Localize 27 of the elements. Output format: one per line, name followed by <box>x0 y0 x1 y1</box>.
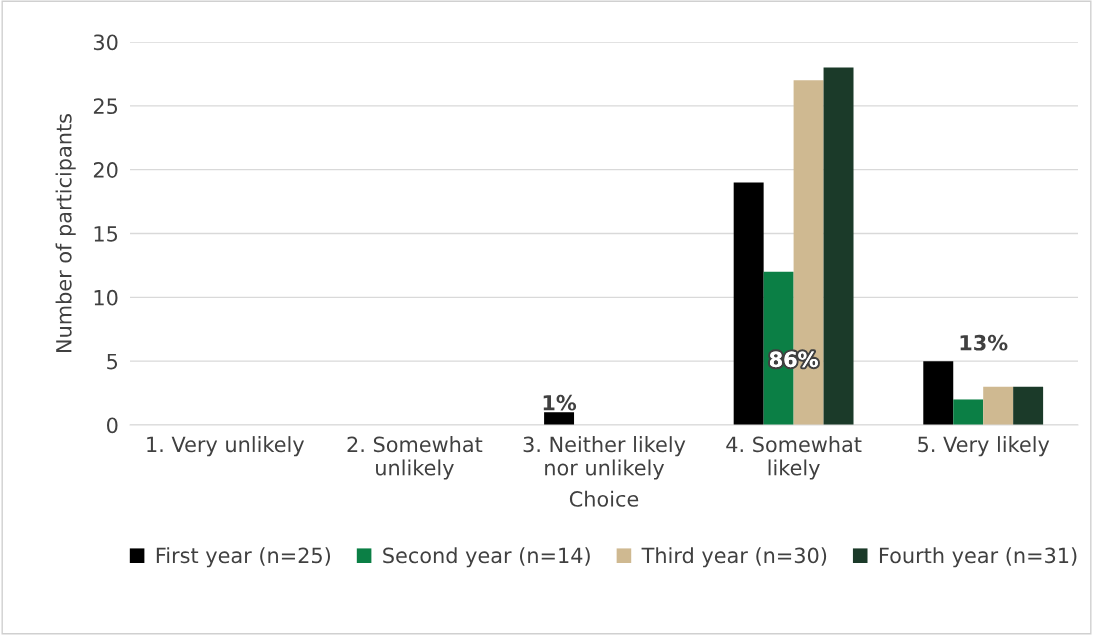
annotation: 1% <box>543 394 577 411</box>
legend-label: Fourth year (n=31) <box>879 547 1077 568</box>
x-tick-label: 2. Somewhat unlikely <box>347 436 483 480</box>
x-tick-label: 4. Somewhat likely <box>726 436 862 480</box>
bar <box>1013 386 1044 425</box>
x-tick-label: 3. Neither likely nor unlikely <box>523 436 686 480</box>
legend-label: First year (n=25) <box>156 547 331 568</box>
bar <box>733 182 764 425</box>
y-tick-label: 0 <box>107 417 118 434</box>
y-tick-label: 20 <box>93 162 118 178</box>
bar <box>544 412 575 425</box>
y-tick-label: 25 <box>93 98 118 115</box>
y-tick-label: 30 <box>93 34 118 51</box>
y-tick-label: 10 <box>94 289 118 306</box>
x-tick-label: 5. Very likely <box>918 436 1050 457</box>
legend-label: Third year (n=30) <box>641 547 827 568</box>
annotation: 13% <box>960 334 1008 351</box>
legend-label: Second year (n=14) <box>383 547 590 568</box>
bar <box>923 361 954 425</box>
x-axis-title: Choice <box>569 490 639 507</box>
y-axis-title: Number of participants <box>55 114 76 352</box>
bar <box>983 386 1014 425</box>
y-tick-label: 15 <box>94 226 118 242</box>
bar <box>823 67 854 425</box>
bar <box>953 399 984 425</box>
y-tick-label: 5 <box>107 353 118 370</box>
x-tick-label: 1. Very unlikely <box>147 436 305 457</box>
